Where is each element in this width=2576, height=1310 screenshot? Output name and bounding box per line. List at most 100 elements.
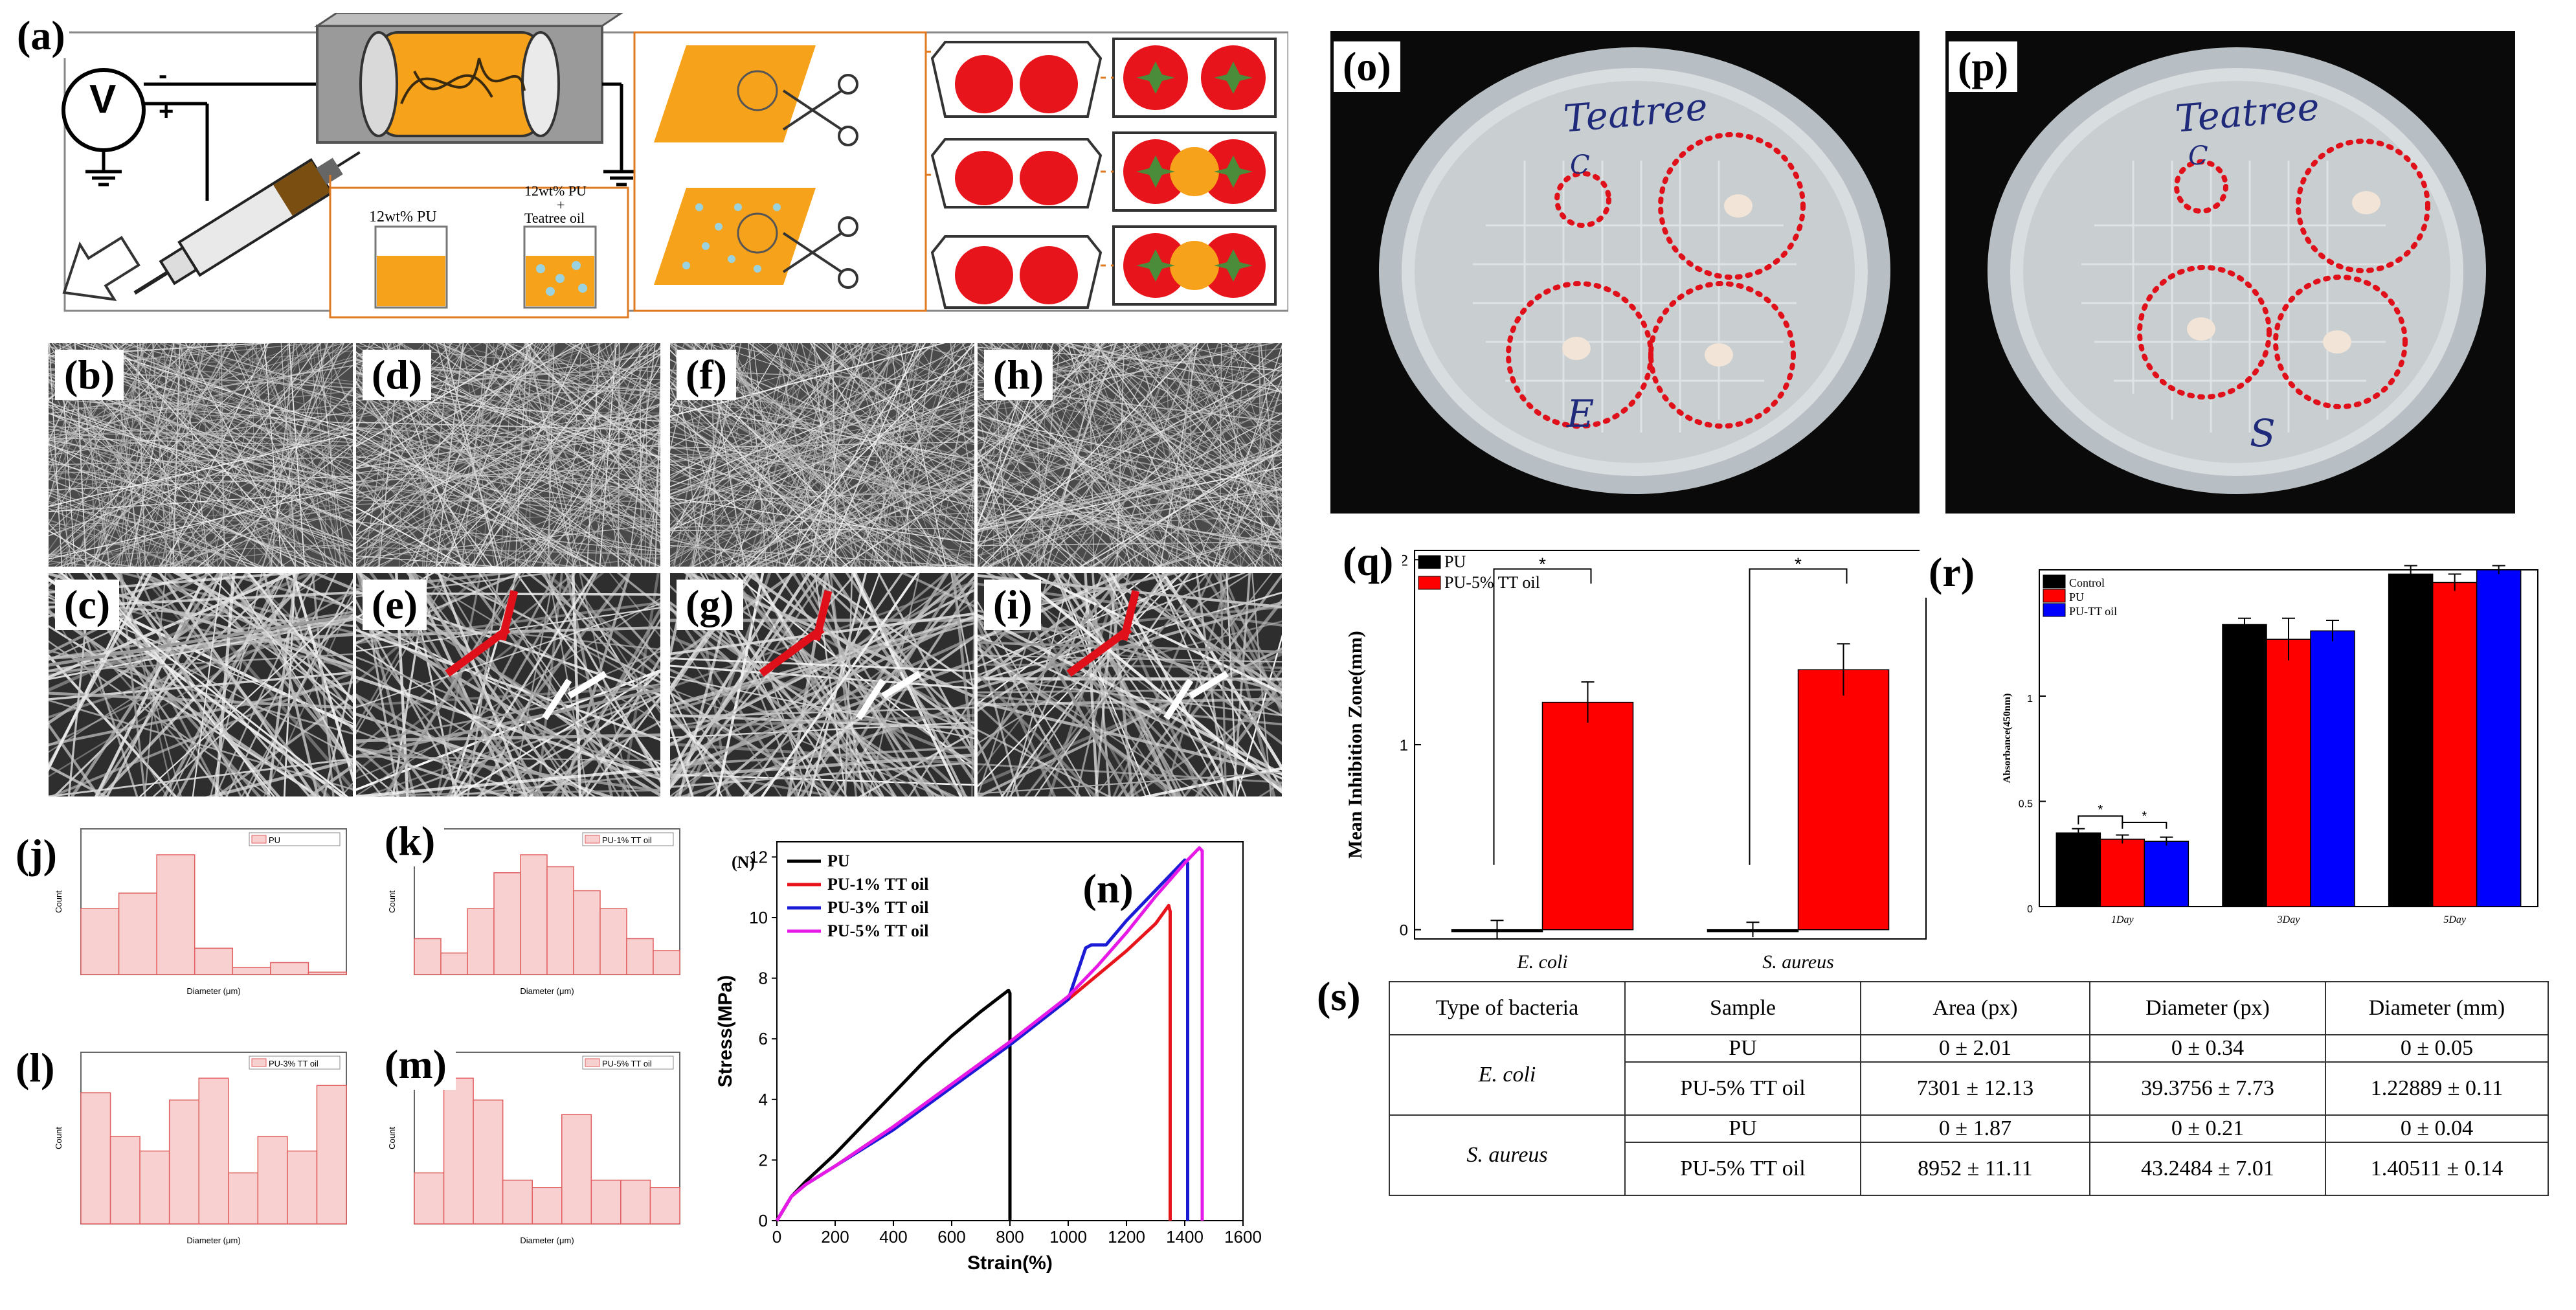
legend-label: PU (827, 852, 850, 870)
electrospinning-schematic (62, 12, 1290, 319)
red-diameter-mark (445, 626, 511, 677)
histogram-ylabel: Count (54, 1127, 63, 1149)
histogram-bar (443, 1078, 474, 1225)
histogram-bar (590, 1179, 622, 1225)
x-tick-label: 0 (772, 1227, 781, 1247)
panel-label-s: (s) (1308, 971, 1370, 1022)
legend-label: PU-5% TT oil (1444, 573, 1540, 592)
histogram-bar (414, 938, 442, 975)
petri-o-mark-c: C (1570, 150, 1590, 180)
petri-dish-p (1945, 31, 2515, 514)
white-arrow-icon (567, 670, 608, 699)
white-arrow-icon (856, 678, 886, 720)
panel-label-d: (d) (363, 350, 432, 401)
red-diameter-mark (812, 590, 833, 641)
significance-star: * (2142, 809, 2147, 824)
y-axis-label: Stress(MPa) (715, 975, 736, 1087)
histogram-k: PU-1% TT oil Diameter (μm) Count (387, 828, 680, 996)
panel-label-r: (r) (1920, 547, 1984, 598)
table-row: E. coli PU 0 ± 2.01 0 ± 0.34 0 ± 0.05 (1389, 1034, 2549, 1116)
y-axis-label: Absorbance(450nm) (2002, 694, 2013, 784)
y-tick-label: 0 (759, 1211, 768, 1230)
beaker-tt-label-1: 12wt% PU (524, 183, 587, 199)
histogram-bar (546, 866, 574, 975)
histogram-bar (228, 1172, 259, 1225)
plus-terminal: + (159, 97, 174, 126)
histogram-l: PU-3% TT oil Diameter (μm) Count (54, 1052, 347, 1245)
histogram-legend: PU (269, 835, 280, 845)
table-header: Type of bacteria (1389, 981, 1626, 1035)
significance-bracket (2122, 822, 2167, 829)
bar (1541, 701, 1634, 931)
panel-label-e: (e) (363, 580, 427, 631)
results-table: Type of bacteria Sample Area (px) Diamet… (1389, 981, 2549, 1196)
histogram-bar (232, 967, 271, 975)
table-cell: 39.3756 ± 7.73 (2089, 1061, 2326, 1116)
histogram-bar (139, 1150, 170, 1225)
table-row: PU-5% TT oil 8952 ± 11.11 43.2484 ± 7.01… (1389, 1142, 2549, 1196)
panel-label-f: (f) (677, 350, 736, 401)
bar (2100, 839, 2145, 907)
table-cell: 0 ± 0.34 (2089, 1034, 2326, 1063)
significance-bracket (1749, 568, 1848, 865)
red-diameter-mark (498, 590, 519, 641)
significance-star: * (1539, 554, 1546, 574)
panel-label-o: (o) (1334, 41, 1400, 93)
histogram-legend: PU-5% TT oil (602, 1059, 652, 1068)
y-tick-label: 0 (2027, 904, 2033, 915)
table-cell: PU (1624, 1114, 1861, 1143)
category-label: 3Day (2277, 914, 2301, 925)
schematic-panel-a: V - + 12wt% PU 12wt% PU + Teatree oil (13, 12, 1290, 330)
x-tick-label: 800 (996, 1227, 1024, 1247)
y-tick-label: 0.5 (2019, 799, 2033, 810)
x-tick-label: 200 (821, 1227, 849, 1247)
histogram-bar (493, 872, 521, 975)
results-table-wrap: Type of bacteria Sample Area (px) Diamet… (1389, 981, 2549, 1196)
histogram-bar (80, 908, 120, 975)
beaker-tt-label-2: + (557, 197, 565, 213)
table-cell-bacteria: E. coli (1389, 1034, 1626, 1116)
histogram-bar (467, 908, 495, 975)
x-tick-label: 1600 (1224, 1227, 1262, 1247)
stress-strain-chart: 0 200 400 600 800 1000 1200 1400 1600 0 2 4 6 8 10 12 St… (715, 841, 1262, 1274)
panel-label-p: (p) (1949, 41, 2018, 93)
series-line (775, 846, 1204, 1222)
y-tick-label: 6 (759, 1029, 768, 1048)
panel-label-a: (a) (13, 12, 69, 59)
histogram-bar (287, 1150, 318, 1225)
table-cell: PU-5% TT oil (1624, 1142, 1861, 1196)
panel-label-i: (i) (984, 580, 1042, 631)
histogram-bar (80, 1092, 111, 1225)
chart-n: 0 200 400 600 800 1000 1200 1400 1600 0 2 4 6 8 10 12 St… (706, 822, 1301, 1289)
bar (2388, 573, 2434, 907)
push-arrow-icon (62, 236, 140, 301)
panel-label-k: (k) (375, 816, 445, 867)
panel-label-h: (h) (984, 350, 1053, 401)
petri-p-mark-c: C (2188, 141, 2208, 171)
table-cell-bacteria: S. aureus (1389, 1114, 1626, 1196)
bar (2222, 624, 2267, 907)
legend-swatch (2043, 589, 2066, 603)
histogram-bar (168, 1100, 199, 1225)
sem-image-c (49, 573, 353, 796)
histogram-m: PU-5% TT oil Diameter (μm) Count (387, 1052, 680, 1245)
y-tick-label: 2 (759, 1150, 768, 1169)
table-header: Diameter (mm) (2325, 981, 2549, 1035)
histogram-bar (653, 950, 680, 975)
table-cell: 0 ± 1.87 (1860, 1114, 2090, 1143)
panel-label-q: (q) (1334, 536, 1403, 587)
histogram-bar (316, 1085, 347, 1225)
x-tick-label: 1200 (1108, 1227, 1145, 1247)
table-cell: 0 ± 2.01 (1860, 1034, 2090, 1063)
legend-swatch (2043, 603, 2066, 617)
legend-label: PU (2069, 591, 2084, 604)
histogram-bar (561, 1114, 592, 1225)
minus-terminal: - (159, 61, 168, 89)
histogram-legend: PU-3% TT oil (269, 1059, 319, 1068)
x-tick-label: 600 (937, 1227, 965, 1247)
histogram-bar (414, 1172, 445, 1225)
histogram-ylabel: Count (54, 890, 63, 913)
series-line (775, 988, 1012, 1222)
beaker-pu-label: 12wt% PU (369, 209, 437, 225)
x-tick-label: 1000 (1049, 1227, 1087, 1247)
